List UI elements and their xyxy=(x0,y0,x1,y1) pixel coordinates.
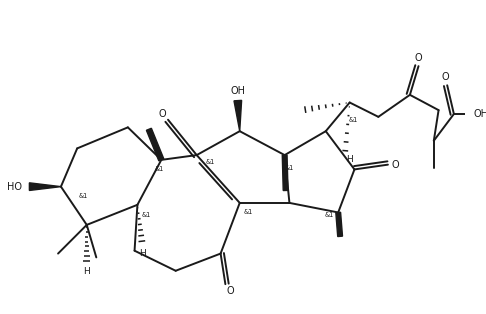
Text: H: H xyxy=(139,249,146,258)
Text: H: H xyxy=(347,155,353,164)
Text: &1: &1 xyxy=(285,165,294,171)
Text: H: H xyxy=(84,267,90,276)
Text: OH: OH xyxy=(230,86,245,96)
Polygon shape xyxy=(336,212,343,236)
Text: &1: &1 xyxy=(206,159,215,165)
Text: O: O xyxy=(415,52,422,62)
Polygon shape xyxy=(146,128,164,161)
Text: O: O xyxy=(226,286,234,296)
Text: HO: HO xyxy=(7,181,22,192)
Text: &1: &1 xyxy=(325,212,334,218)
Text: &1: &1 xyxy=(78,193,87,199)
Text: O: O xyxy=(158,109,166,119)
Text: O: O xyxy=(392,160,399,170)
Text: &1: &1 xyxy=(155,166,164,172)
Text: OH: OH xyxy=(473,109,486,119)
Text: &1: &1 xyxy=(349,117,358,123)
Text: O: O xyxy=(441,72,449,82)
Polygon shape xyxy=(234,100,242,131)
Polygon shape xyxy=(29,183,61,191)
Polygon shape xyxy=(282,155,288,191)
Text: &1: &1 xyxy=(141,212,151,218)
Text: &1: &1 xyxy=(243,209,253,215)
